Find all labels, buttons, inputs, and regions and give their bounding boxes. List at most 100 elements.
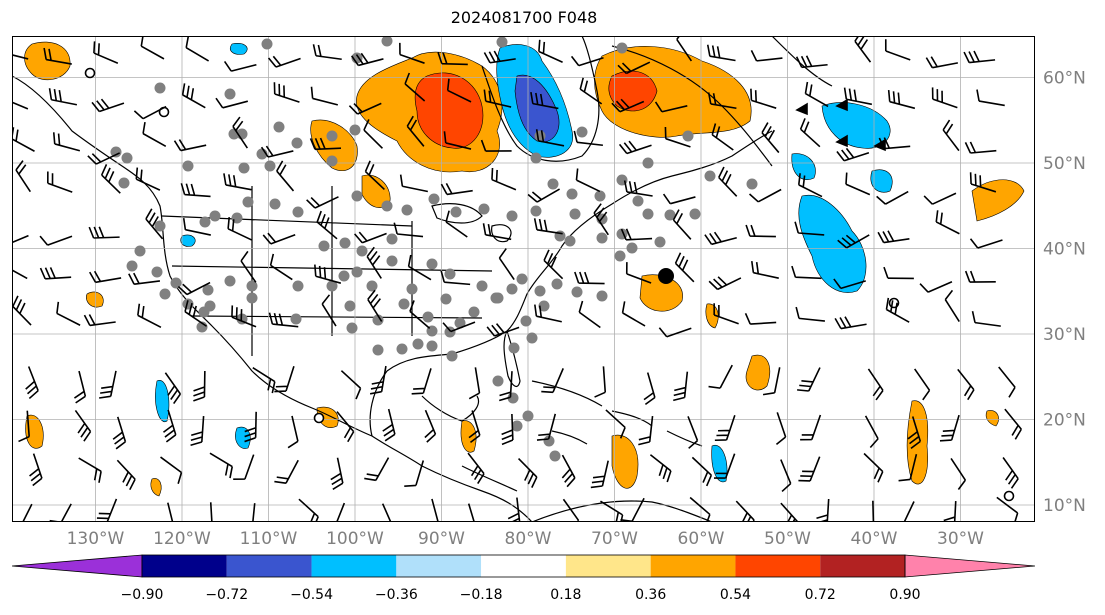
station-dot (292, 206, 304, 218)
wind-barb (674, 252, 695, 283)
wind-barb (996, 496, 1019, 522)
wind-barb (12, 101, 29, 110)
wind-barb (336, 411, 355, 443)
wind-barb (501, 413, 514, 446)
wind-barb (173, 139, 207, 152)
wind-barb (74, 409, 92, 442)
wind-barb (29, 453, 43, 487)
axis-tick-labels: 130°W 120°W 110°W 100°W 90°W 80°W 70°W 60°W 50°W… (67, 69, 1086, 550)
coastline-segment (161, 186, 493, 356)
station-dot (349, 124, 361, 136)
wind-barb (482, 223, 512, 241)
station-dot (346, 322, 358, 334)
wind-barb (714, 415, 736, 442)
station-dot (682, 130, 694, 142)
station-dot (118, 177, 130, 189)
wind-barb (676, 36, 693, 62)
wind-barb (233, 454, 255, 480)
station-dot (182, 160, 194, 172)
wind-barb (536, 413, 557, 441)
station-dot (654, 236, 666, 248)
station-dot (468, 306, 480, 318)
wind-barb (88, 226, 120, 239)
station-dot (530, 152, 542, 164)
wind-barb (907, 416, 922, 450)
coastlines (12, 36, 833, 522)
station-dot (569, 208, 581, 220)
wind-barb (145, 208, 164, 240)
wind-barb (91, 98, 125, 113)
station-dot (511, 420, 523, 432)
colorbar-extend-low (12, 554, 143, 578)
station-dot (450, 206, 462, 218)
wind-barb (706, 44, 736, 62)
station-dot (571, 286, 583, 298)
wind-barb (180, 183, 211, 198)
wind-barb (22, 503, 33, 522)
station-dot (224, 88, 236, 100)
wind-barb (363, 119, 384, 149)
wind-barb (209, 452, 234, 479)
contour-region (460, 420, 477, 453)
station-dot (381, 36, 393, 47)
wind-barb (193, 371, 206, 402)
wind-barb (780, 459, 792, 493)
colorbar-tick-label: −0.18 (459, 587, 503, 603)
station-dot (490, 292, 502, 304)
station-markers (84, 36, 1015, 502)
station-dot (199, 216, 211, 228)
wind-barb (160, 456, 183, 484)
station-dot (564, 235, 576, 247)
wind-barb (354, 231, 387, 244)
lon-tick-label: 80°W (505, 529, 552, 549)
wind-barb (963, 50, 996, 64)
station-dot (626, 242, 638, 254)
station-dot (642, 208, 654, 220)
station-dot (576, 126, 588, 138)
wind-barb (578, 300, 601, 329)
station-dot (428, 193, 440, 205)
wind-barb (12, 269, 28, 280)
wind-barb (47, 171, 73, 193)
station-dot (273, 121, 285, 133)
wind-barb (562, 498, 580, 522)
wind-barb (350, 52, 384, 67)
wind-barb (872, 500, 875, 522)
wind-barb (330, 457, 344, 491)
colorbar-cell (820, 555, 905, 577)
wind-barb (468, 410, 481, 444)
wind-barb (440, 270, 471, 286)
wind-barb (209, 502, 213, 522)
wind-barb (382, 408, 396, 442)
contour-region (594, 46, 752, 138)
coastline-segment (531, 380, 703, 447)
station-dot (326, 280, 338, 292)
lon-tick-label: 90°W (418, 529, 465, 549)
wind-barb (227, 217, 252, 241)
wind-barb (399, 174, 428, 193)
wind-barb (658, 327, 692, 338)
wind-barb (215, 97, 249, 109)
wind-barb (535, 129, 565, 147)
colorbar-cell (311, 555, 397, 577)
station-dot (689, 208, 701, 220)
wind-barb (446, 78, 472, 103)
wind-barb (274, 366, 295, 393)
contour-region (230, 43, 248, 55)
wind-barb (99, 370, 117, 399)
colorbar-tick-label: −0.36 (374, 587, 418, 603)
wind-barb (735, 500, 755, 522)
wind-barb (267, 55, 301, 68)
lon-tick-label: 130°W (67, 529, 125, 549)
wind-barb (931, 87, 958, 109)
wind-barb (620, 228, 653, 241)
station-dot (446, 350, 458, 362)
contour-region (150, 478, 162, 497)
station-dot (594, 190, 606, 202)
wind-barb (533, 218, 563, 235)
station-dot (506, 210, 518, 222)
wind-barb (177, 281, 211, 296)
wind-barb (718, 166, 738, 197)
coastline-segment (369, 130, 773, 437)
wind-barb (445, 210, 468, 238)
